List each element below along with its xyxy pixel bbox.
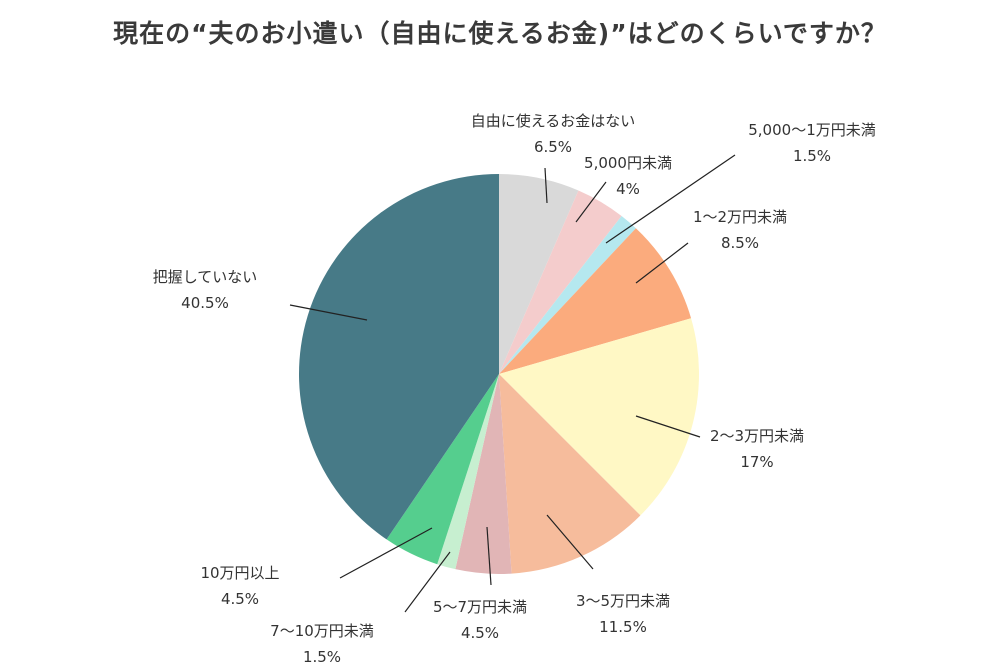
slice-percent: 6.5% — [533, 138, 573, 156]
slice-label: 把握していない — [152, 268, 258, 286]
data-label: 5,000〜1万円未満 1.5% — [748, 117, 876, 169]
pie-slice — [499, 190, 622, 374]
data-label: 把握していない 40.5% — [153, 264, 258, 316]
leader-line — [339, 527, 433, 579]
pie-slice — [499, 318, 699, 516]
data-label: 2〜3万円未満 17% — [710, 423, 804, 475]
slice-label: 5,000円未満 — [584, 154, 672, 172]
pie-slice — [298, 174, 499, 540]
leader-line — [605, 154, 736, 244]
data-label: 7〜10万円未満 1.5% — [270, 618, 374, 670]
leader-line — [289, 304, 368, 321]
slice-label: 1〜2万円未満 — [692, 208, 788, 226]
slice-label: 2〜3万円未満 — [709, 427, 805, 445]
data-label: 1〜2万円未満 8.5% — [693, 204, 787, 256]
slice-percent: 11.5% — [599, 618, 647, 636]
pie-slice — [499, 374, 641, 574]
data-label: 10万円以上 4.5% — [200, 560, 279, 612]
pie-slice — [499, 215, 636, 374]
leader-line — [575, 181, 607, 223]
slice-label: 5,000〜1万円未満 — [748, 121, 876, 139]
leader-line — [635, 415, 701, 438]
slice-percent: 4.5% — [220, 590, 260, 608]
slice-percent: 40.5% — [181, 294, 229, 312]
slice-label: 自由に使えるお金はない — [470, 112, 636, 130]
leader-line — [546, 514, 594, 570]
slice-label: 7〜10万円未満 — [270, 622, 374, 640]
pie-slice — [499, 174, 579, 374]
leader-line — [404, 551, 451, 613]
slice-label: 5〜7万円未満 — [432, 598, 528, 616]
slice-percent: 4.5% — [460, 624, 500, 642]
slice-percent: 1.5% — [302, 648, 342, 666]
leader-line — [486, 526, 492, 586]
leader-line — [544, 167, 548, 204]
leader-line — [635, 242, 689, 284]
slice-label: 3〜5万円未満 — [575, 592, 671, 610]
slice-percent: 1.5% — [792, 147, 832, 165]
slice-label: 10万円以上 — [200, 564, 280, 582]
pie-slice — [455, 374, 512, 575]
data-label: 自由に使えるお金はない 6.5% — [471, 108, 636, 160]
slice-percent: 8.5% — [720, 234, 760, 252]
data-label: 5,000円未満 4% — [584, 150, 672, 202]
slice-percent: 17% — [740, 453, 774, 471]
data-label: 5〜7万円未満 4.5% — [433, 594, 527, 646]
data-label: 3〜5万円未満 11.5% — [576, 588, 670, 640]
pie-slice — [499, 228, 692, 374]
chart-title: 現在の“夫のお小遣い（自由に使えるお金)”はどのくらいですか？ — [113, 19, 887, 48]
slice-percent: 4% — [616, 180, 640, 198]
pie-slice — [386, 374, 499, 565]
pie-slice — [437, 374, 499, 570]
